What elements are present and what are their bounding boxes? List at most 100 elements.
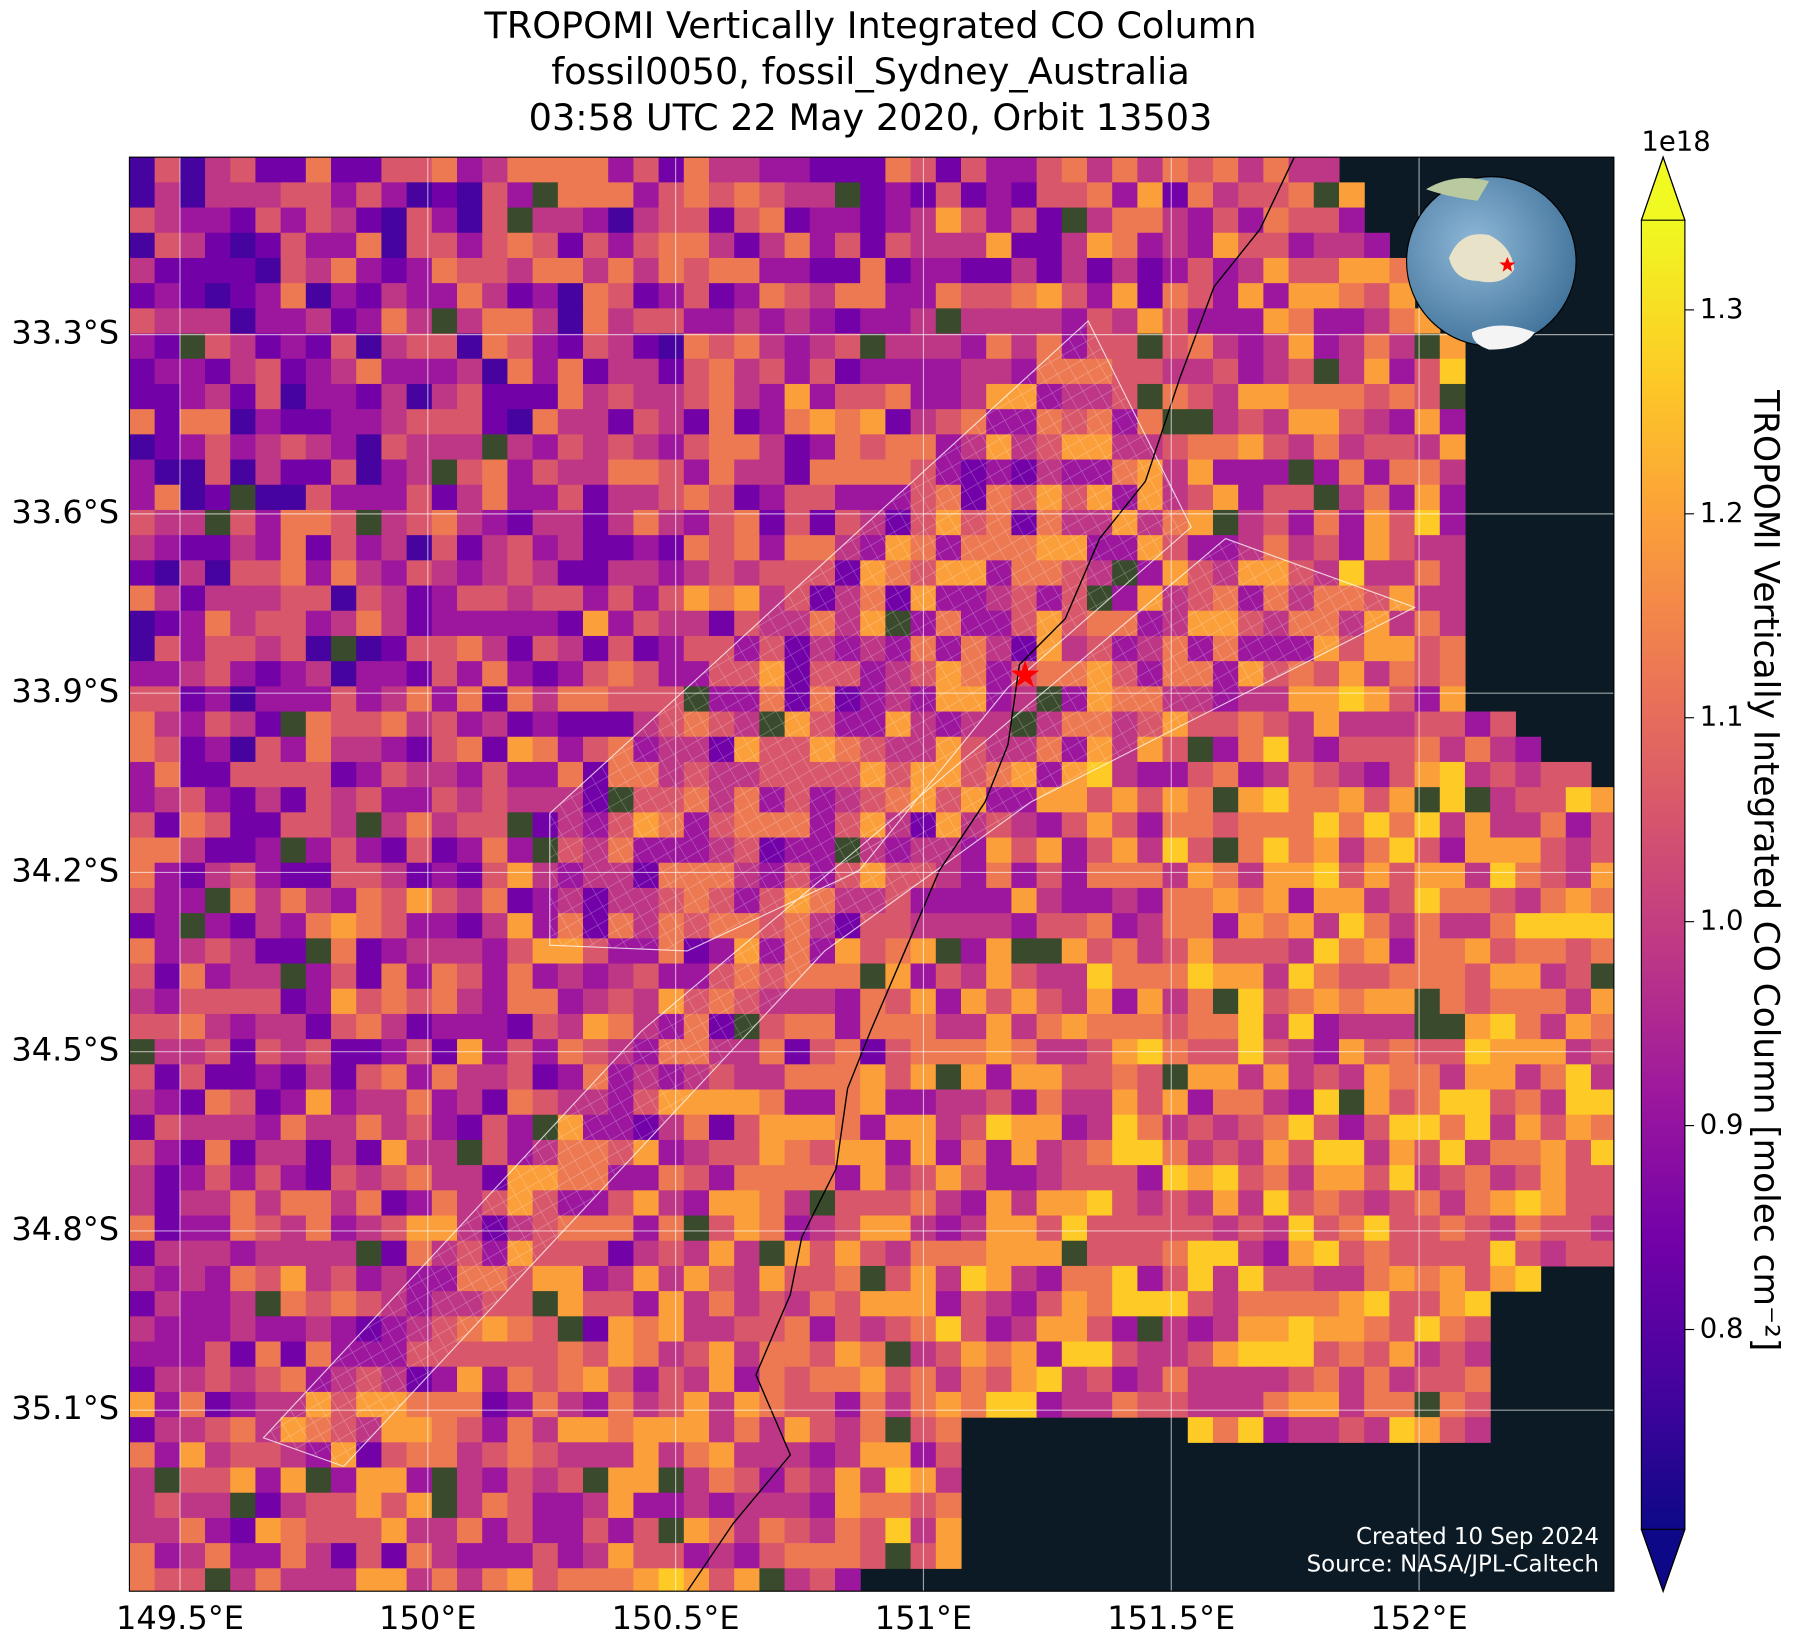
raster-cell — [507, 358, 534, 385]
raster-cell — [683, 1442, 710, 1469]
raster-cell — [154, 1240, 181, 1267]
raster-cell — [179, 988, 206, 1015]
raster-cell — [179, 1517, 206, 1544]
raster-cell — [179, 1341, 206, 1368]
raster-cell — [1464, 1366, 1491, 1393]
raster-cell — [1288, 409, 1315, 435]
raster-cell — [406, 635, 433, 662]
raster-cell — [1565, 862, 1592, 889]
raster-cell — [557, 585, 584, 612]
raster-cell — [809, 1492, 836, 1519]
raster-cell — [885, 257, 912, 284]
raster-cell — [356, 1089, 382, 1116]
raster-cell — [457, 535, 483, 561]
raster-cell — [356, 1215, 382, 1242]
raster-cell — [255, 1391, 282, 1418]
raster-cell — [1464, 1139, 1491, 1166]
raster-cell — [230, 232, 256, 259]
raster-cell — [1187, 887, 1214, 914]
raster-cell — [1238, 988, 1264, 1015]
raster-cell — [1364, 1139, 1390, 1166]
raster-cell — [507, 1417, 534, 1443]
raster-cell — [1313, 409, 1340, 435]
raster-cell — [1086, 887, 1113, 914]
raster-cell — [331, 1492, 357, 1519]
raster-cell — [1590, 1089, 1614, 1116]
raster-cell — [683, 1366, 710, 1393]
raster-cell — [1389, 837, 1416, 864]
raster-cell — [860, 1341, 886, 1368]
raster-cell — [583, 560, 609, 587]
raster-cell — [1389, 484, 1416, 511]
raster-cell — [1540, 1139, 1567, 1166]
raster-cell — [1389, 1366, 1416, 1393]
raster-cell — [1112, 207, 1138, 234]
raster-cell — [683, 560, 710, 587]
raster-cell — [431, 1064, 458, 1091]
raster-cell — [1036, 308, 1063, 335]
raster-cell — [1187, 358, 1214, 385]
raster-cell — [431, 736, 458, 763]
raster-cell — [583, 1316, 609, 1343]
raster-cell — [935, 232, 962, 259]
raster-cell — [1162, 409, 1189, 435]
raster-cell — [1162, 257, 1189, 284]
raster-cell — [608, 157, 634, 183]
raster-cell — [1086, 1089, 1113, 1116]
raster-cell — [1238, 887, 1264, 914]
raster-cell — [305, 1139, 332, 1166]
raster-cell — [1137, 1190, 1164, 1217]
raster-cell — [1137, 1089, 1164, 1116]
raster-cell — [1086, 1316, 1113, 1343]
raster-cell — [557, 409, 584, 435]
raster-cell — [986, 963, 1012, 990]
raster-cell — [356, 635, 382, 662]
raster-cell — [734, 484, 760, 511]
raster-cell — [1565, 1013, 1592, 1040]
raster-cell — [986, 1215, 1012, 1242]
raster-cell — [1288, 862, 1315, 889]
raster-cell — [1263, 434, 1290, 461]
raster-cell — [835, 1291, 861, 1317]
raster-cell — [1288, 686, 1315, 713]
raster-cell — [885, 157, 912, 183]
raster-cell — [935, 1291, 962, 1317]
raster-cell — [205, 1467, 231, 1494]
raster-cell — [532, 1013, 559, 1040]
raster-cell — [1187, 837, 1214, 864]
raster-cell — [709, 1391, 735, 1418]
raster-cell — [507, 812, 534, 839]
raster-cell — [784, 409, 811, 435]
raster-cell — [633, 1492, 660, 1519]
raster-cell — [809, 1543, 836, 1569]
raster-cell — [154, 1291, 181, 1317]
raster-cell — [1313, 308, 1340, 335]
raster-cell — [1515, 837, 1542, 864]
raster-cell — [1086, 257, 1113, 284]
raster-cell — [305, 1467, 332, 1494]
raster-cell — [1137, 358, 1164, 385]
raster-cell — [205, 862, 231, 889]
raster-cell — [1036, 207, 1063, 234]
raster-cell — [1414, 1089, 1441, 1116]
raster-cell — [1011, 1013, 1038, 1040]
raster-cell — [406, 1417, 433, 1443]
raster-cell — [960, 232, 987, 259]
raster-cell — [280, 585, 307, 612]
raster-cell — [835, 1492, 861, 1519]
raster-cell — [1011, 812, 1038, 839]
raster-cell — [1414, 610, 1441, 637]
raster-cell — [935, 887, 962, 914]
raster-cell — [734, 1089, 760, 1116]
raster-cell — [809, 1391, 836, 1418]
raster-cell — [835, 1013, 861, 1040]
raster-cell — [709, 283, 735, 309]
raster-cell — [1162, 812, 1189, 839]
raster-cell — [179, 736, 206, 763]
raster-cell — [835, 1114, 861, 1141]
raster-cell — [356, 913, 382, 939]
raster-cell — [1565, 1064, 1592, 1091]
raster-cell — [709, 383, 735, 410]
raster-cell — [784, 1316, 811, 1343]
raster-cell — [1112, 837, 1138, 864]
